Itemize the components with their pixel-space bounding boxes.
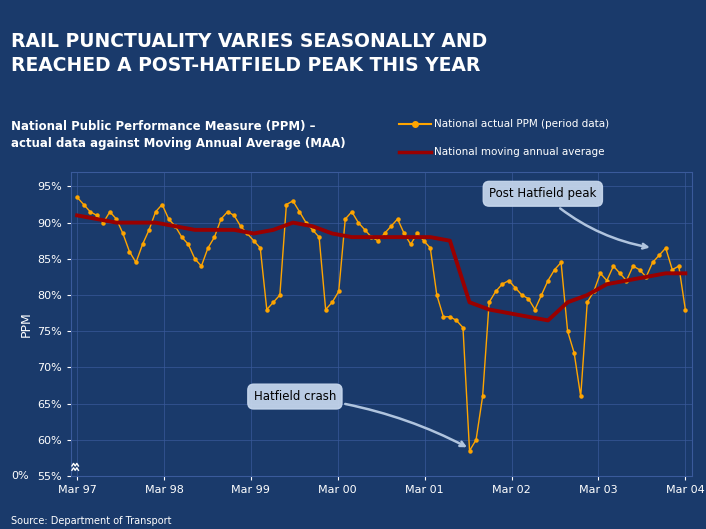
Text: 0%: 0%: [11, 471, 29, 481]
Text: National actual PPM (period data): National actual PPM (period data): [434, 120, 609, 130]
Text: Source: Department of Transport: Source: Department of Transport: [11, 516, 171, 526]
Text: National moving annual average: National moving annual average: [434, 148, 605, 158]
Text: RAIL PUNCTUALITY VARIES SEASONALLY AND
REACHED A POST-HATFIELD PEAK THIS YEAR: RAIL PUNCTUALITY VARIES SEASONALLY AND R…: [11, 32, 487, 75]
Y-axis label: PPM: PPM: [20, 311, 32, 337]
Text: National Public Performance Measure (PPM) –
actual data against Moving Annual Av: National Public Performance Measure (PPM…: [11, 120, 345, 150]
Text: Post Hatfield peak: Post Hatfield peak: [489, 187, 647, 249]
Text: Hatfield crash: Hatfield crash: [253, 390, 465, 446]
